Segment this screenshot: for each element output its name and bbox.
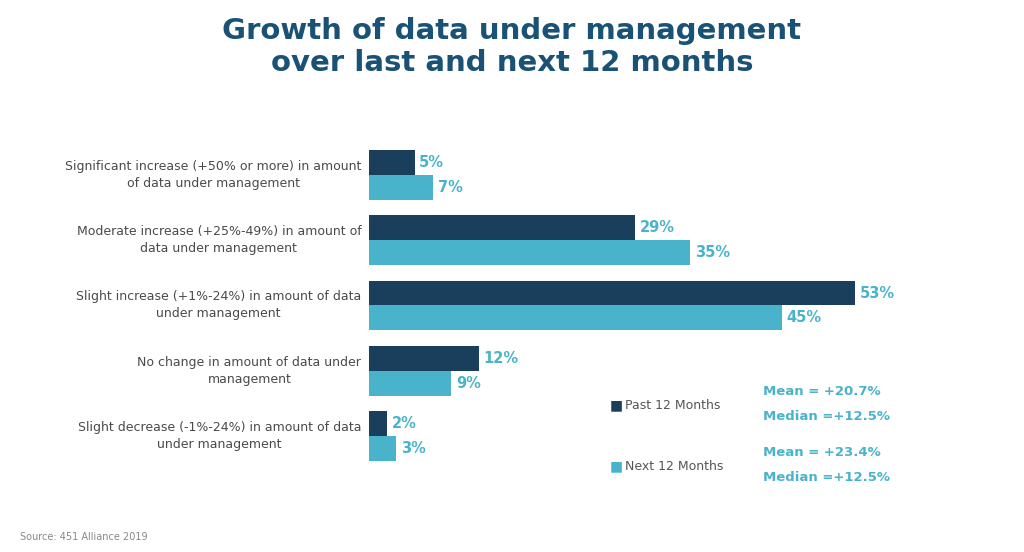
Text: Median =+12.5%: Median =+12.5% [763, 471, 890, 484]
Bar [369, 305, 782, 330]
Text: Significant increase (+50% or more) in amount
of data under management: Significant increase (+50% or more) in a… [65, 160, 361, 190]
Text: 29%: 29% [640, 220, 675, 235]
Text: 9%: 9% [456, 376, 481, 391]
Text: Source: 451 Alliance 2019: Source: 451 Alliance 2019 [20, 532, 148, 542]
Text: 35%: 35% [694, 245, 730, 260]
Bar [369, 150, 415, 175]
Text: Moderate increase (+25%-49%) in amount of
data under management: Moderate increase (+25%-49%) in amount o… [77, 225, 361, 255]
Bar [369, 346, 479, 371]
Bar [369, 215, 635, 240]
Text: Slight increase (+1%-24%) in amount of data
under management: Slight increase (+1%-24%) in amount of d… [76, 290, 361, 321]
Text: 53%: 53% [860, 285, 895, 301]
Text: Slight decrease (-1%-24%) in amount of data
under management: Slight decrease (-1%-24%) in amount of d… [78, 421, 361, 451]
Text: 12%: 12% [483, 351, 518, 366]
Text: 3%: 3% [400, 441, 426, 456]
Text: 7%: 7% [437, 180, 463, 195]
Text: ■: ■ [609, 459, 623, 474]
Text: ■: ■ [609, 399, 623, 413]
Text: Median =+12.5%: Median =+12.5% [763, 410, 890, 423]
Bar [369, 280, 855, 305]
Text: Next 12 Months: Next 12 Months [625, 460, 723, 473]
Text: Growth of data under management
over last and next 12 months: Growth of data under management over las… [222, 17, 802, 77]
Bar [369, 436, 396, 461]
Text: No change in amount of data under
management: No change in amount of data under manage… [137, 355, 361, 386]
Text: 45%: 45% [786, 310, 821, 325]
Text: 5%: 5% [419, 155, 444, 170]
Bar [369, 371, 452, 396]
Bar [369, 240, 690, 265]
Text: Mean = +23.4%: Mean = +23.4% [763, 446, 881, 459]
Text: Mean = +20.7%: Mean = +20.7% [763, 385, 881, 399]
Bar [369, 411, 387, 436]
Bar [369, 175, 433, 200]
Text: 2%: 2% [391, 416, 417, 431]
Text: Past 12 Months: Past 12 Months [625, 399, 720, 412]
